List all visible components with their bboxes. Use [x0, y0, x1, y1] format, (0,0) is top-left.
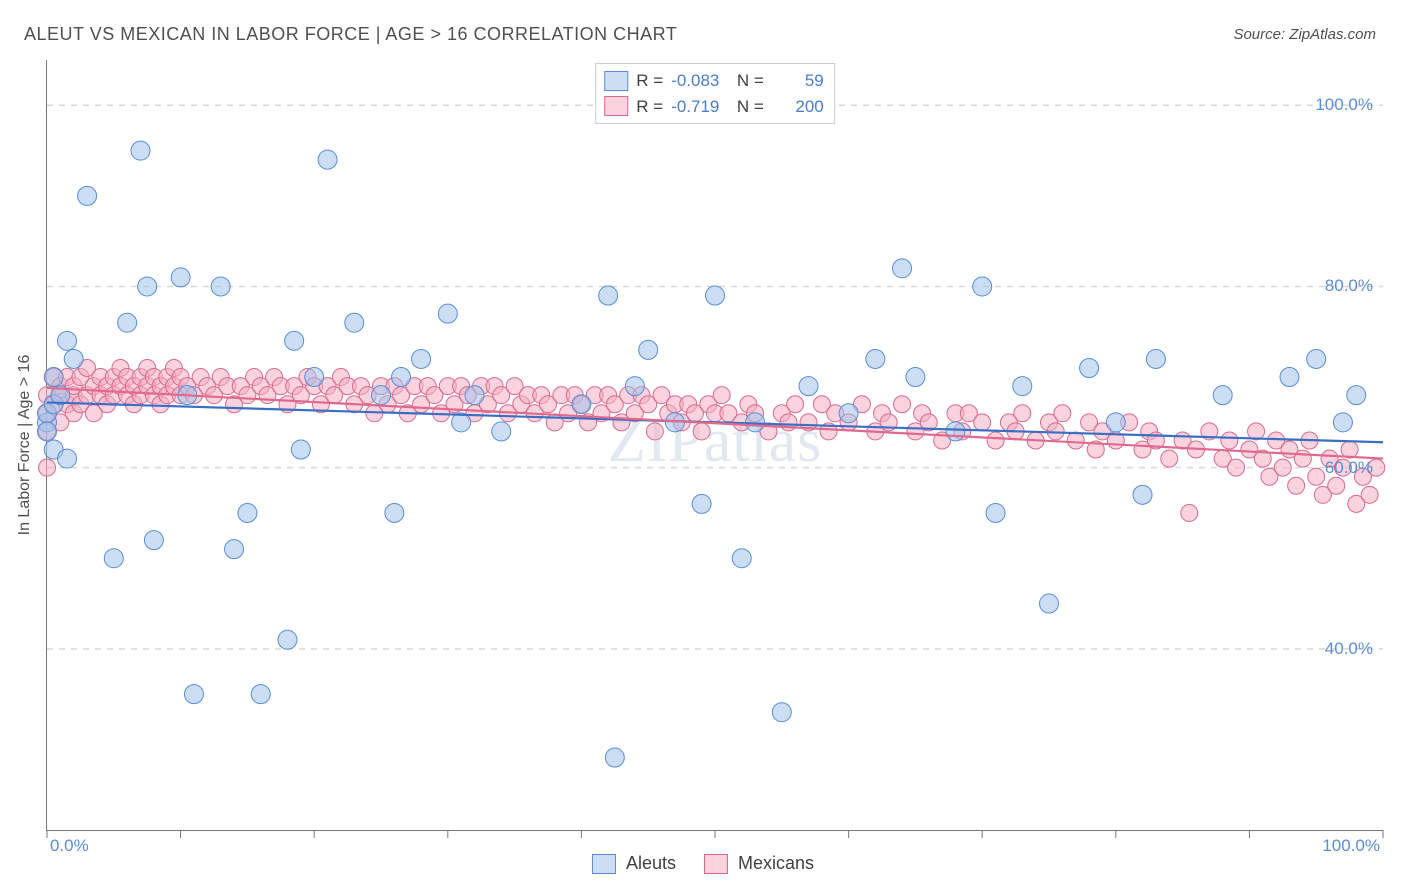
y-tick-label: 60.0%	[1325, 458, 1373, 478]
n-label: N =	[727, 94, 763, 120]
y-tick-label: 100.0%	[1315, 95, 1373, 115]
r-value-mexicans: -0.719	[671, 94, 719, 120]
n-value-mexicans: 200	[772, 94, 824, 120]
swatch-icon	[592, 854, 616, 874]
chart-title: ALEUT VS MEXICAN IN LABOR FORCE | AGE > …	[24, 24, 677, 45]
series-legend: Aleuts Mexicans	[592, 853, 814, 874]
x-axis-max-label: 100.0%	[1322, 836, 1380, 856]
r-value-aleuts: -0.083	[671, 68, 719, 94]
chart-container: ALEUT VS MEXICAN IN LABOR FORCE | AGE > …	[0, 0, 1406, 892]
legend-row-aleuts: R = -0.083 N = 59	[604, 68, 824, 94]
n-label: N =	[727, 68, 763, 94]
y-tick-label: 80.0%	[1325, 276, 1373, 296]
source-label: Source: ZipAtlas.com	[1233, 26, 1376, 43]
legend-item-aleuts: Aleuts	[592, 853, 676, 874]
legend-item-mexicans: Mexicans	[704, 853, 814, 874]
y-axis-title: In Labor Force | Age > 16	[16, 355, 34, 536]
r-label: R =	[636, 68, 663, 94]
legend-label-mexicans: Mexicans	[738, 853, 814, 874]
x-axis-min-label: 0.0%	[50, 836, 89, 856]
swatch-icon	[604, 71, 628, 91]
regression-lines-layer	[47, 60, 1383, 830]
legend-row-mexicans: R = -0.719 N = 200	[604, 94, 824, 120]
y-tick-label: 40.0%	[1325, 639, 1373, 659]
plot-area: ZIPatlas R = -0.083 N = 59 R = -0.719 N …	[46, 60, 1383, 831]
swatch-icon	[604, 96, 628, 116]
n-value-aleuts: 59	[772, 68, 824, 94]
correlation-legend: R = -0.083 N = 59 R = -0.719 N = 200	[595, 63, 835, 124]
legend-label-aleuts: Aleuts	[626, 853, 676, 874]
swatch-icon	[704, 854, 728, 874]
r-label: R =	[636, 94, 663, 120]
